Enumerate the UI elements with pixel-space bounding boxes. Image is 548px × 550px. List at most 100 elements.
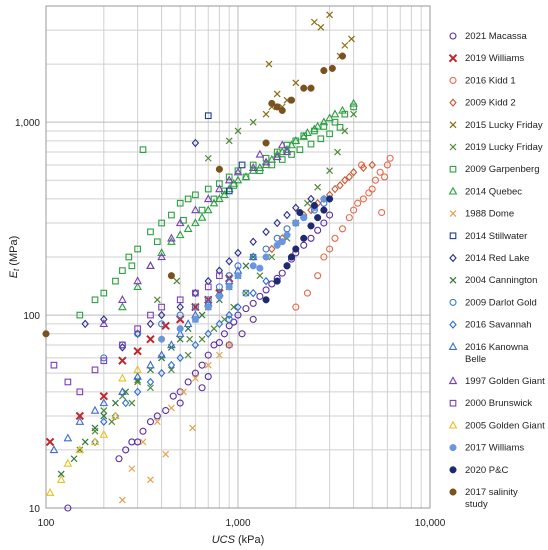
data-point — [359, 195, 367, 203]
data-point — [320, 67, 328, 75]
data-point — [262, 227, 270, 237]
data-point — [146, 360, 155, 369]
data-point — [147, 384, 154, 392]
data-point — [118, 356, 127, 365]
legend-marker — [448, 53, 458, 63]
legend-item: 1988 Dome — [449, 209, 514, 220]
data-point — [169, 392, 177, 400]
data-point — [153, 296, 161, 304]
data-point — [204, 296, 212, 304]
data-point — [225, 310, 233, 320]
data-point — [176, 296, 184, 304]
data-point — [215, 165, 223, 173]
data-point — [158, 219, 165, 227]
data-point — [191, 369, 199, 377]
data-point — [371, 176, 380, 184]
x-tick-label: 100 — [38, 518, 55, 529]
y-tick-label: 10 — [29, 504, 41, 515]
data-point — [133, 346, 142, 356]
data-point — [249, 288, 257, 298]
data-point — [328, 64, 336, 72]
data-point — [184, 351, 192, 359]
data-point — [262, 253, 270, 261]
data-point — [192, 191, 199, 199]
data-point — [204, 154, 212, 162]
data-point — [122, 446, 130, 454]
data-point — [283, 210, 291, 220]
x-tick-label: 1,000 — [225, 518, 250, 529]
data-point — [313, 121, 323, 130]
legend-marker — [449, 143, 457, 151]
data-point — [303, 289, 312, 297]
data-point — [256, 292, 264, 300]
data-point — [76, 446, 84, 454]
data-point — [134, 325, 141, 333]
legend-marker — [449, 276, 457, 284]
grid — [46, 6, 430, 508]
data-point — [175, 230, 185, 239]
data-point — [273, 90, 281, 98]
legend-marker — [449, 232, 457, 240]
data-point — [215, 319, 224, 329]
data-point — [147, 311, 154, 319]
data-point — [119, 267, 126, 274]
data-point — [220, 190, 229, 198]
legend-label-line: 2016 Kanowna — [465, 342, 529, 353]
data-point — [75, 416, 85, 425]
legend-item: 2016 Savannah — [449, 320, 532, 331]
data-point — [176, 335, 184, 343]
series-13 — [91, 276, 270, 447]
data-point — [134, 376, 142, 384]
data-point — [292, 303, 300, 311]
data-point — [76, 311, 84, 319]
data-point — [204, 361, 212, 369]
data-point — [119, 341, 126, 349]
data-point — [198, 361, 206, 369]
data-point — [291, 136, 301, 144]
data-point — [249, 262, 257, 270]
data-point — [125, 253, 133, 261]
data-point — [307, 140, 315, 148]
data-point — [273, 234, 281, 242]
legend-label-line: study — [465, 499, 488, 510]
legend-marker — [448, 342, 458, 350]
legend-label: 2014 Quebec — [465, 186, 522, 197]
data-point — [287, 140, 296, 149]
data-point — [99, 429, 109, 438]
data-point — [233, 175, 243, 184]
data-point — [157, 310, 166, 320]
data-point — [100, 417, 108, 426]
data-point — [99, 398, 109, 407]
data-point — [189, 424, 197, 432]
data-point — [215, 184, 224, 193]
y-axis-label-sub: t — [12, 268, 21, 271]
legend-marker — [449, 253, 457, 263]
data-point — [314, 183, 322, 191]
data-point — [215, 339, 223, 347]
data-point — [204, 351, 212, 359]
data-point — [248, 163, 258, 171]
data-point — [368, 160, 376, 170]
data-point — [234, 302, 242, 312]
data-point — [233, 167, 243, 176]
data-point — [191, 205, 200, 214]
data-point — [176, 353, 184, 363]
data-point — [345, 172, 354, 182]
data-point — [255, 149, 265, 158]
data-point — [215, 266, 224, 275]
data-point — [299, 132, 309, 140]
legend-marker — [449, 210, 457, 218]
legend-label: 2019 Lucky Friday — [465, 142, 543, 153]
data-point — [300, 84, 308, 92]
data-point — [158, 335, 166, 343]
data-point — [198, 311, 206, 319]
data-point — [273, 218, 281, 228]
series-15 — [99, 140, 292, 328]
data-point — [133, 282, 142, 291]
data-point — [326, 211, 334, 219]
data-point — [162, 450, 170, 458]
data-point — [191, 288, 200, 298]
data-point — [268, 280, 276, 288]
data-point — [128, 399, 136, 407]
